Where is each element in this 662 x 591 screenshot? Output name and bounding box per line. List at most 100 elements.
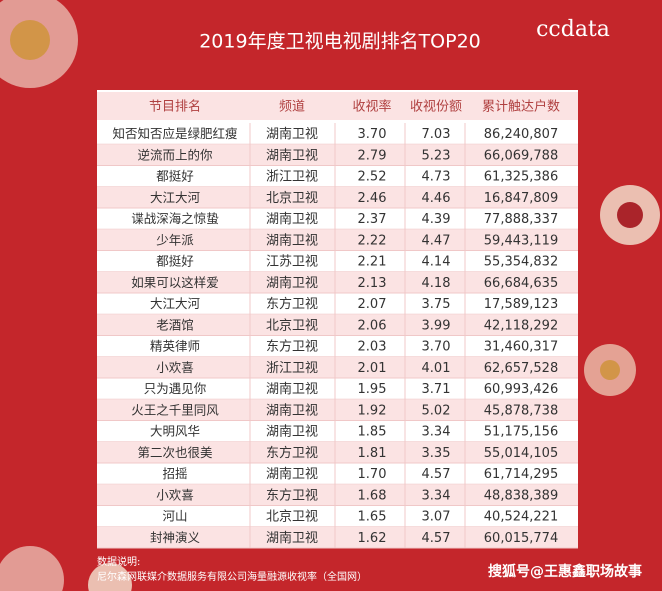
cell: 2.22 bbox=[358, 233, 387, 248]
cell: 1.81 bbox=[358, 446, 387, 461]
cell: 86,240,807 bbox=[484, 127, 558, 142]
cell: 3.71 bbox=[422, 382, 451, 397]
cell: 湖南卫视 bbox=[266, 424, 318, 440]
watermark: 搜狐号@王惠鑫职场故事 bbox=[488, 563, 642, 580]
cell: 东方卫视 bbox=[266, 445, 318, 461]
cell: 3.75 bbox=[422, 297, 451, 312]
cell: 北京卫视 bbox=[266, 191, 318, 206]
cell: 2.79 bbox=[358, 148, 387, 163]
cell: 东方卫视 bbox=[266, 296, 318, 312]
title: 2019年度卫视电视剧排名TOP20 bbox=[199, 31, 481, 53]
cell: 2.03 bbox=[358, 340, 387, 355]
cell: 湖南卫视 bbox=[266, 530, 318, 546]
cell: 都挺好 bbox=[156, 169, 194, 184]
cell: 60,993,426 bbox=[484, 382, 558, 397]
cell: 4.57 bbox=[422, 467, 451, 482]
cell: 45,878,738 bbox=[484, 403, 558, 418]
row-bg bbox=[97, 186, 578, 208]
cell: 小欢喜 bbox=[156, 360, 194, 375]
cell: 河山 bbox=[162, 509, 187, 524]
cell: 66,069,788 bbox=[484, 148, 558, 163]
row-bg bbox=[97, 526, 578, 548]
cell: 55,354,832 bbox=[484, 255, 558, 270]
cell: 3.70 bbox=[422, 340, 451, 355]
logo: ccdata bbox=[536, 17, 610, 42]
header-row bbox=[97, 92, 578, 120]
cell: 湖南卫视 bbox=[266, 466, 318, 482]
cell: 4.01 bbox=[422, 361, 451, 376]
cell: 62,657,528 bbox=[484, 361, 558, 376]
cell: 小欢喜 bbox=[156, 487, 194, 502]
cell: 5.23 bbox=[422, 148, 451, 163]
row-bg bbox=[97, 441, 578, 463]
row-bg bbox=[97, 314, 578, 336]
row-bg bbox=[97, 356, 578, 378]
cell: 湖南卫视 bbox=[266, 232, 318, 248]
cell: 48,838,389 bbox=[484, 488, 558, 503]
cell: 3.99 bbox=[422, 318, 451, 333]
cell: 只为遇见你 bbox=[144, 381, 207, 396]
cell: 16,847,809 bbox=[484, 191, 558, 206]
footer-line: 尼尔森网联媒介数据服务有限公司海量融源收视率（全国网） bbox=[97, 570, 367, 583]
row-bg bbox=[97, 144, 578, 166]
cell: 3.70 bbox=[358, 127, 387, 142]
row-bg bbox=[97, 484, 578, 506]
row-bg bbox=[97, 271, 578, 293]
cell: 招摇 bbox=[162, 466, 187, 481]
cell: 湖南卫视 bbox=[266, 211, 318, 227]
cell: 1.92 bbox=[358, 403, 387, 418]
column-header: 收视份额 bbox=[410, 100, 462, 115]
cell: 谍战深海之惊蛰 bbox=[131, 211, 219, 226]
cell: 2.52 bbox=[358, 170, 387, 185]
cell: 如果可以这样爱 bbox=[131, 275, 219, 290]
cell: 湖南卫视 bbox=[266, 147, 318, 163]
cell: 7.03 bbox=[422, 127, 451, 142]
cell: 3.07 bbox=[422, 510, 451, 525]
row-bg bbox=[97, 229, 578, 251]
cell: 2.13 bbox=[358, 276, 387, 291]
cell: 湖南卫视 bbox=[266, 402, 318, 418]
cell: 1.62 bbox=[358, 531, 387, 546]
cell: 大江大河 bbox=[150, 190, 201, 205]
cell: 42,118,292 bbox=[484, 318, 558, 333]
cell: 40,524,221 bbox=[484, 510, 558, 525]
cell: 2.21 bbox=[358, 255, 387, 270]
cell: 江苏卫视 bbox=[266, 254, 318, 270]
column-header: 累计触达户数 bbox=[482, 99, 560, 115]
cell: 1.68 bbox=[358, 488, 387, 503]
cell: 封神演义 bbox=[150, 530, 201, 545]
cell: 老酒馆 bbox=[156, 317, 194, 332]
row-bg bbox=[97, 399, 578, 421]
cell: 55,014,105 bbox=[484, 446, 558, 461]
cell: 第二次也很美 bbox=[137, 445, 212, 460]
cell: 3.34 bbox=[422, 488, 451, 503]
cell: 51,175,156 bbox=[484, 425, 558, 440]
cell: 大江大河 bbox=[150, 296, 201, 311]
cell: 东方卫视 bbox=[266, 487, 318, 503]
cell: 17,589,123 bbox=[484, 297, 558, 312]
cell: 湖南卫视 bbox=[266, 275, 318, 291]
column-header: 频道 bbox=[279, 100, 305, 115]
cell: 1.95 bbox=[358, 382, 387, 397]
cell: 61,714,295 bbox=[484, 467, 558, 482]
cell: 东方卫视 bbox=[266, 339, 318, 355]
cell: 3.35 bbox=[422, 446, 451, 461]
cell: 湖南卫视 bbox=[266, 126, 318, 142]
cell: 2.06 bbox=[358, 318, 387, 333]
cell: 1.70 bbox=[358, 467, 387, 482]
cell: 4.18 bbox=[422, 276, 451, 291]
cell: 59,443,119 bbox=[484, 233, 558, 248]
cell: 火王之千里同风 bbox=[131, 402, 219, 417]
column-header: 节目排名 bbox=[149, 99, 201, 115]
cell: 77,888,337 bbox=[484, 212, 558, 227]
cell: 4.47 bbox=[422, 233, 451, 248]
cell: 66,684,635 bbox=[484, 276, 558, 291]
cell: 少年派 bbox=[156, 232, 194, 247]
cell: 都挺好 bbox=[156, 254, 194, 269]
cell: 4.39 bbox=[422, 212, 451, 227]
cell: 精英律师 bbox=[150, 339, 200, 354]
cell: 4.14 bbox=[422, 255, 451, 270]
